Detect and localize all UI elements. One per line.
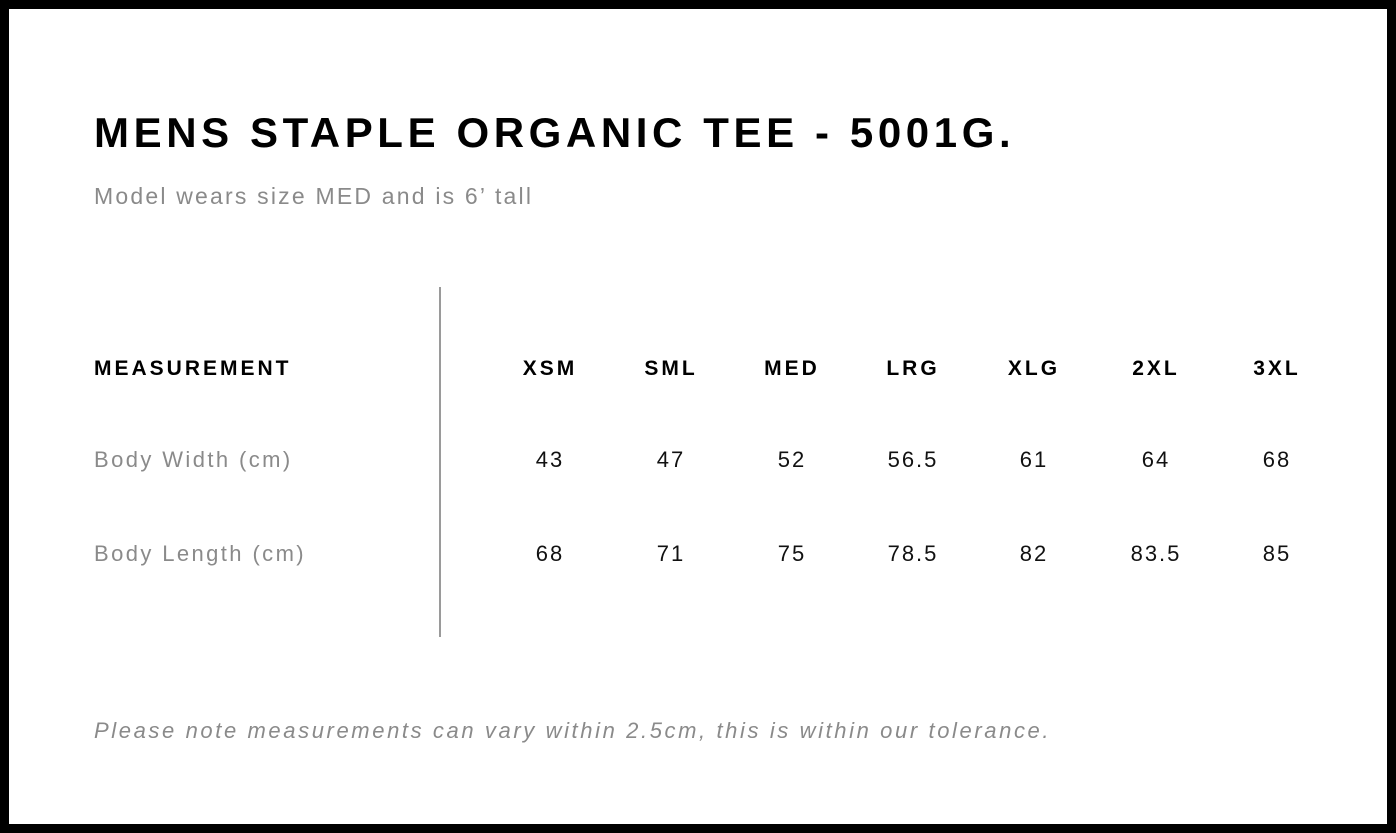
table-cell: 64 (1141, 447, 1171, 472)
tolerance-note: Please note measurements can vary within… (94, 718, 1052, 743)
column-divider (439, 287, 441, 637)
table-cell: 47 (656, 447, 686, 472)
subtitle: Model wears size MED and is 6’ tall (94, 183, 534, 209)
measurement-header: MEASUREMENT (94, 357, 292, 380)
table-cell: 68 (1262, 447, 1292, 472)
size-header-med: MED (764, 357, 820, 380)
size-header-2xl: 2XL (1132, 357, 1180, 380)
table-cell: 78.5 (887, 541, 939, 566)
table-cell: 82 (1019, 541, 1049, 566)
size-header-sml: SML (644, 357, 698, 380)
table-cell: 68 (535, 541, 565, 566)
table-cell: 56.5 (887, 447, 939, 472)
row-label: Body Length (cm) (94, 541, 307, 566)
page-title: MENS STAPLE ORGANIC TEE - 5001G. (94, 109, 1016, 156)
row-label: Body Width (cm) (94, 447, 293, 472)
size-header-xsm: XSM (522, 357, 578, 380)
table-cell: 71 (656, 541, 686, 566)
size-chart-card: MENS STAPLE ORGANIC TEE - 5001G. Model w… (9, 9, 1387, 824)
size-header-lrg: LRG (886, 357, 940, 380)
table-cell: 43 (535, 447, 565, 472)
table-cell: 61 (1019, 447, 1049, 472)
size-header-xlg: XLG (1007, 357, 1061, 380)
table-cell: 83.5 (1130, 541, 1182, 566)
table-cell: 52 (777, 447, 807, 472)
table-cell: 85 (1262, 541, 1292, 566)
size-header-3xl: 3XL (1253, 357, 1301, 380)
table-cell: 75 (777, 541, 807, 566)
